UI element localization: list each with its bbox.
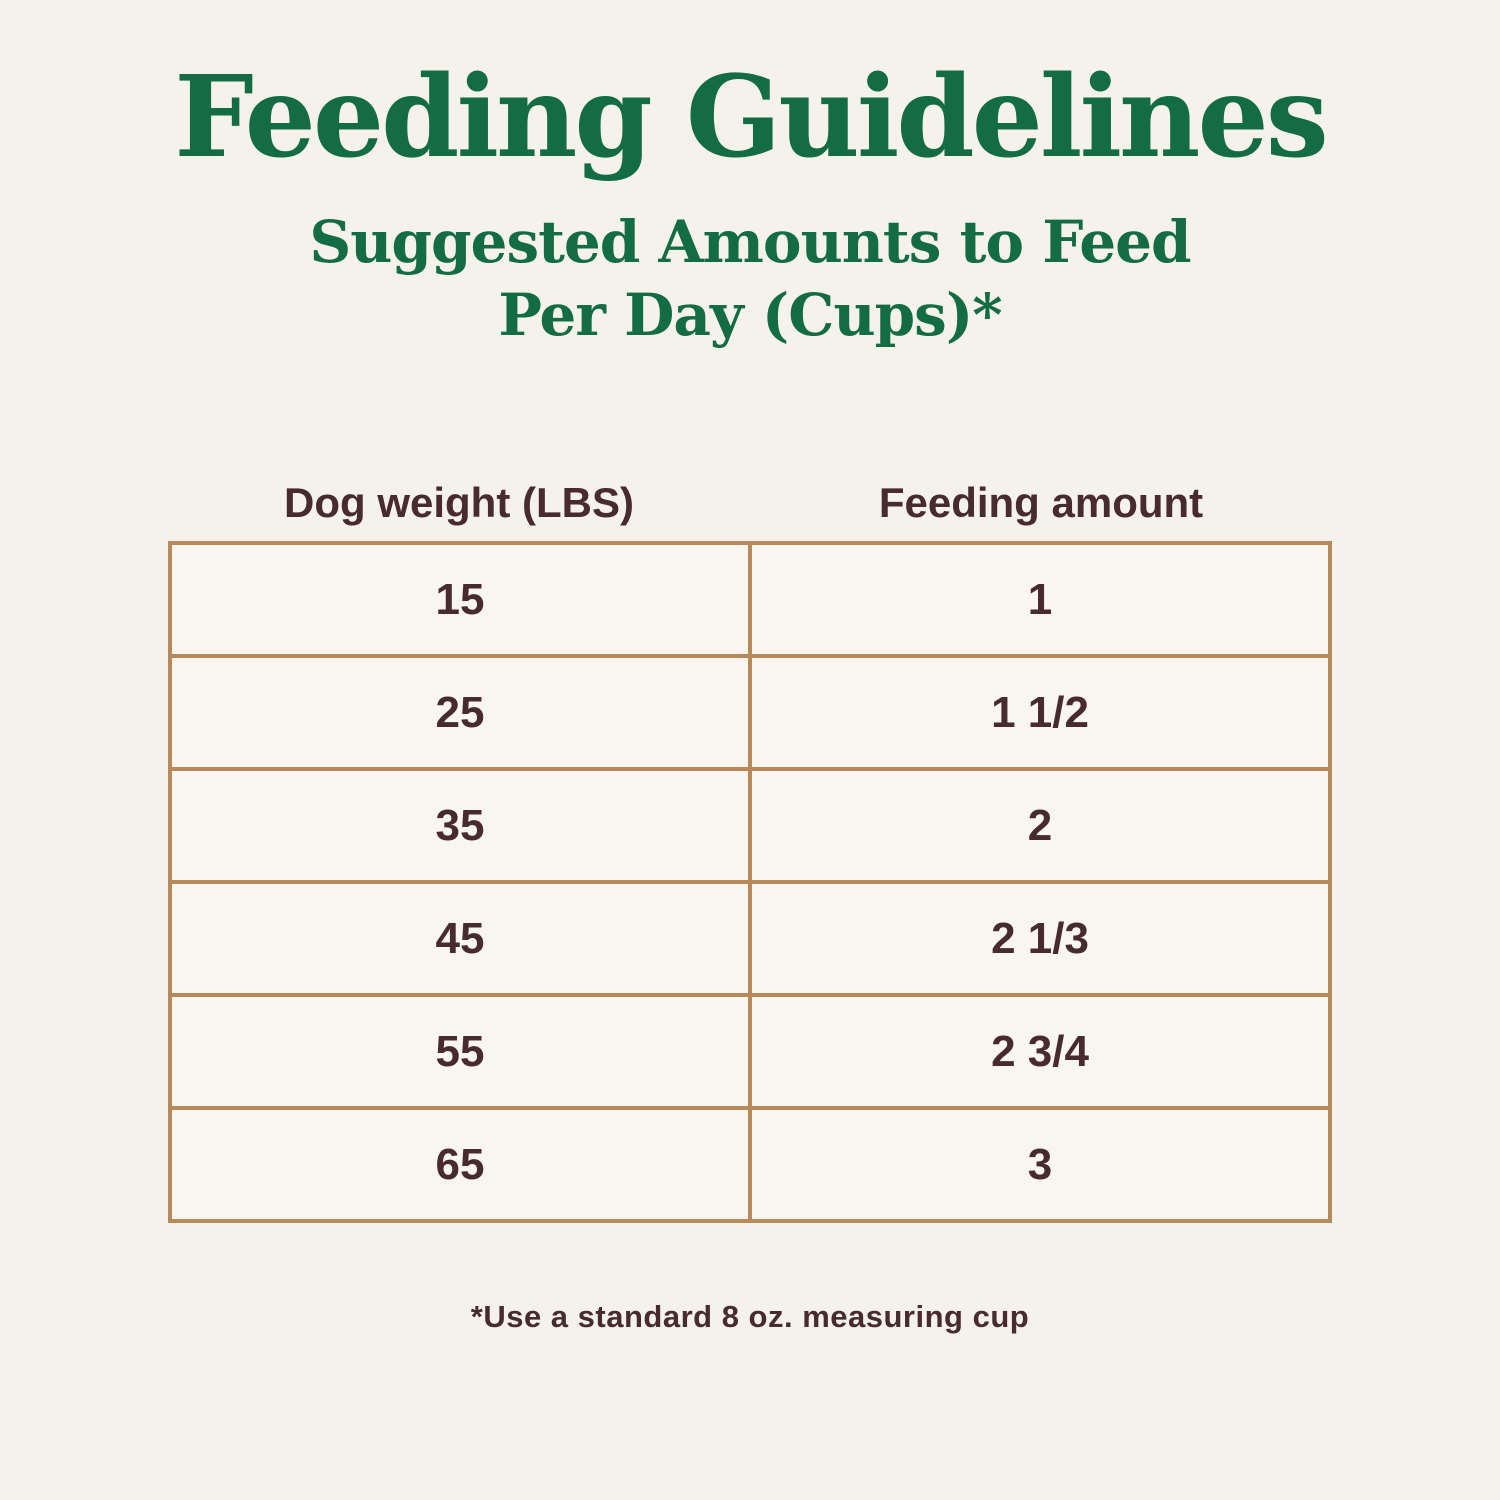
feeding-table: 15 1 25 1 1/2 35 2 45 2 1/3 55 2 3/4 (168, 541, 1332, 1223)
page-title: Feeding Guidelines (174, 52, 1329, 183)
weight-cell: 25 (168, 654, 752, 771)
weight-cell: 65 (168, 1106, 752, 1223)
amount-cell: 2 3/4 (748, 993, 1332, 1110)
column-header-feeding-amount: Feeding amount (878, 479, 1204, 526)
feeding-table-area: Dog weight (LBS) Feeding amount 15 1 25 … (168, 479, 1332, 1223)
measuring-cup-footnote: *Use a standard 8 oz. measuring cup (470, 1299, 1030, 1334)
amount-cell: 2 1/3 (748, 880, 1332, 997)
amount-cell: 3 (748, 1106, 1332, 1223)
table-row: 35 2 (168, 767, 1332, 884)
column-header-dog-weight: Dog weight (LBS) (284, 479, 634, 526)
weight-cell: 15 (168, 541, 752, 658)
table-column-headers: Dog weight (LBS) Feeding amount (168, 479, 1332, 527)
table-row: 15 1 (168, 541, 1332, 658)
weight-cell: 55 (168, 993, 752, 1110)
subtitle-line-2: Per Day (Cups)* (498, 280, 1002, 349)
weight-cell: 35 (168, 767, 752, 884)
subtitle-line-1: Suggested Amounts to Feed (309, 208, 1191, 276)
amount-cell: 1 1/2 (748, 654, 1332, 771)
table-row: 65 3 (168, 1106, 1332, 1223)
table-row: 25 1 1/2 (168, 654, 1332, 771)
amount-cell: 1 (748, 541, 1332, 658)
page-subtitle: Suggested Amounts to Feed Per Day (Cups)… (0, 206, 1500, 351)
table-row: 45 2 1/3 (168, 880, 1332, 997)
table-row: 55 2 3/4 (168, 993, 1332, 1110)
weight-cell: 45 (168, 880, 752, 997)
amount-cell: 2 (748, 767, 1332, 884)
